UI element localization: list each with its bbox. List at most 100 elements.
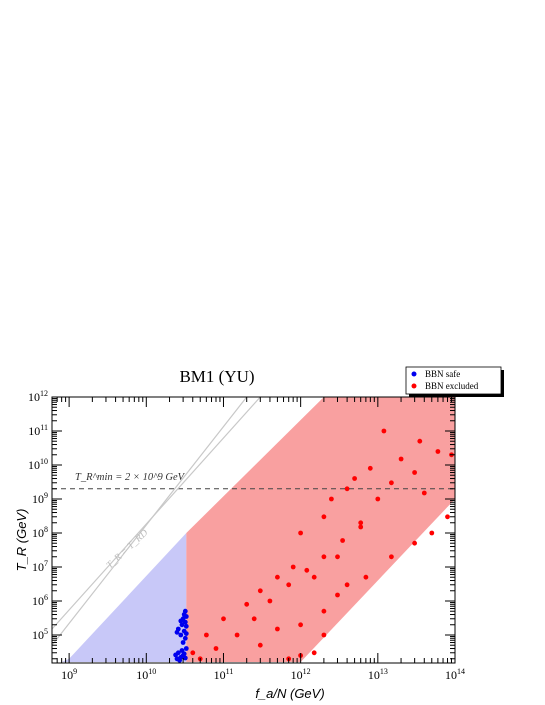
point-bbn-excluded [398, 456, 404, 462]
y-tick-label-exp: 12 [40, 389, 48, 398]
legend-label-bbn-safe: BBN safe [425, 369, 460, 379]
point-bbn-safe [179, 648, 185, 653]
x-axis-label: f_a/N (GeV) [255, 686, 324, 701]
point-bbn-excluded [363, 574, 369, 580]
point-bbn-safe [183, 646, 189, 651]
point-bbn-excluded [321, 554, 327, 560]
x-tick-label-exp: 14 [457, 667, 465, 676]
y-tick-label: 1011 [28, 423, 48, 438]
point-bbn-excluded [429, 530, 435, 536]
y-tick-label-exp: 9 [44, 491, 48, 500]
light-red-region [186, 397, 455, 663]
tr-min-annotation: T_R^min = 2 × 10^9 GeV [75, 472, 186, 483]
y-tick-label: 107 [32, 559, 48, 574]
point-bbn-excluded [257, 642, 263, 648]
x-tick-label-base: 10 [291, 668, 303, 682]
point-bbn-excluded [321, 514, 327, 520]
y-tick-label: 109 [32, 491, 48, 506]
light-blue-region [61, 532, 187, 663]
y-tick-label-base: 10 [32, 560, 44, 574]
point-bbn-excluded [381, 428, 387, 434]
y-tick-label-exp: 7 [44, 559, 48, 568]
point-bbn-excluded [311, 650, 317, 656]
y-tick-label-exp: 10 [40, 457, 48, 466]
x-tick-label-base: 10 [136, 668, 148, 682]
y-tick-label: 1012 [28, 389, 48, 404]
point-bbn-safe [174, 629, 180, 635]
point-bbn-excluded [344, 582, 350, 588]
y-tick-label-exp: 8 [44, 525, 48, 534]
point-bbn-excluded [417, 438, 423, 444]
point-bbn-excluded [445, 514, 450, 520]
point-bbn-excluded [251, 616, 257, 622]
point-bbn-safe [182, 608, 188, 614]
point-bbn-excluded [267, 598, 273, 604]
shaded-regions [61, 397, 455, 663]
y-axis-label: T_R (GeV) [14, 509, 29, 572]
legend-marker-bbn-excluded [411, 383, 417, 389]
point-bbn-safe [183, 631, 189, 636]
point-bbn-safe [173, 652, 179, 658]
x-tick-label: 109 [61, 667, 77, 682]
point-bbn-excluded [244, 601, 250, 607]
point-bbn-safe [183, 623, 189, 629]
y-tick-label-exp: 6 [44, 593, 48, 602]
point-bbn-excluded [335, 592, 340, 598]
x-axis-label-text: f_a/N (GeV) [255, 686, 324, 701]
point-bbn-excluded [275, 626, 280, 632]
point-bbn-excluded [389, 554, 394, 560]
point-bbn-excluded [412, 540, 417, 546]
point-bbn-excluded [412, 470, 417, 475]
y-tick-label-base: 10 [32, 628, 44, 642]
point-bbn-safe [180, 640, 186, 645]
point-bbn-excluded [335, 554, 340, 560]
point-bbn-excluded [221, 616, 226, 622]
point-bbn-excluded [321, 632, 327, 638]
axes: 109 1010 1011 1012 1013 101410510610710810910… [28, 389, 465, 682]
diagonal-line-inner [51, 396, 248, 646]
point-bbn-excluded [257, 588, 263, 594]
legend: BBN safe BBN excluded [405, 366, 504, 397]
x-tick-label: 1014 [445, 667, 465, 682]
y-tick-label-exp: 11 [40, 423, 48, 432]
x-tick-label-exp: 12 [303, 667, 311, 676]
point-bbn-excluded [329, 496, 334, 502]
x-tick-label-base: 10 [61, 668, 73, 682]
x-tick-label-exp: 10 [148, 667, 156, 676]
x-tick-label-base: 10 [368, 668, 380, 682]
x-tick-label-base: 10 [214, 668, 226, 682]
tr-min-annotation-text: T_R^min = 2 × 10^9 GeV [75, 472, 186, 483]
point-bbn-excluded [275, 574, 280, 580]
point-bbn-safe [177, 657, 183, 663]
y-tick-label-base: 10 [32, 492, 44, 506]
y-tick-label-base: 10 [28, 390, 40, 404]
point-bbn-excluded [304, 567, 310, 573]
point-bbn-safe [178, 632, 184, 638]
y-tick-label: 105 [32, 627, 48, 642]
point-bbn-excluded [340, 538, 345, 543]
point-bbn-excluded [286, 582, 292, 588]
point-bbn-excluded [352, 476, 357, 481]
x-tick-label: 1010 [136, 667, 156, 682]
chart-title: BM1 (YU) [179, 367, 254, 386]
y-tick-label-base: 10 [28, 458, 40, 472]
point-bbn-excluded [298, 530, 303, 536]
point-bbn-excluded [311, 574, 317, 580]
legend-box [405, 366, 502, 395]
point-bbn-excluded [389, 480, 394, 486]
x-tick-label-exp: 11 [226, 667, 234, 676]
legend-label-bbn-excluded: BBN excluded [425, 381, 479, 391]
point-bbn-safe [182, 635, 188, 641]
x-tick-label: 1013 [368, 667, 388, 682]
point-bbn-excluded [290, 564, 296, 570]
y-tick-label-exp: 5 [44, 627, 48, 636]
point-bbn-safe [182, 655, 188, 661]
point-bbn-excluded [321, 608, 327, 614]
point-bbn-excluded [344, 486, 350, 492]
x-tick-label: 1011 [214, 667, 234, 682]
point-bbn-excluded [421, 490, 427, 496]
x-tick-label-exp: 9 [73, 667, 77, 676]
legend-marker-bbn-safe [411, 371, 417, 377]
point-bbn-excluded [375, 496, 381, 502]
